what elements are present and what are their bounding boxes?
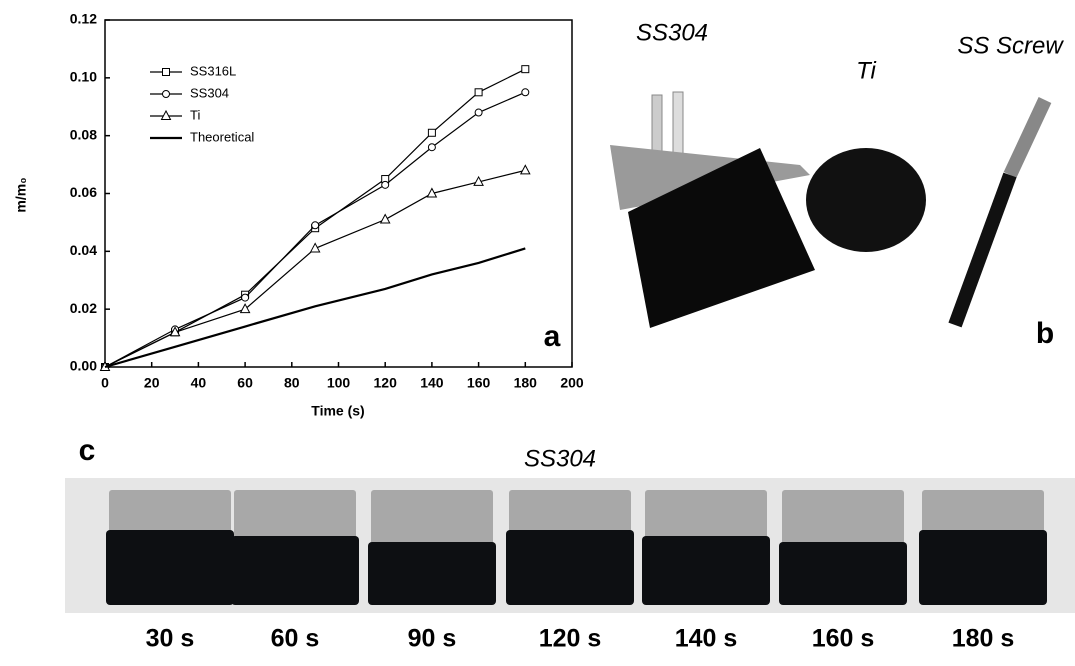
marker — [163, 69, 170, 76]
x-tick-label: 20 — [144, 375, 160, 391]
strip-title: SS304 — [524, 445, 596, 472]
marker — [163, 91, 170, 98]
strip-caption: 60 s — [271, 625, 320, 653]
panel-label: a — [544, 320, 561, 353]
strip-caption: 160 s — [812, 625, 875, 653]
photo-label: SS304 — [636, 19, 708, 46]
strip-caption: 180 s — [952, 625, 1015, 653]
marker — [312, 222, 319, 229]
marker — [475, 89, 482, 96]
photo-panel: SS304 Ti SS Screw b — [610, 19, 1064, 350]
plate-coated — [368, 542, 496, 605]
legend-label: SS304 — [190, 85, 229, 100]
x-tick-label: 80 — [284, 375, 300, 391]
photo-label: Ti — [856, 57, 876, 84]
marker — [241, 304, 250, 313]
x-tick-label: 40 — [191, 375, 207, 391]
plate-coated — [779, 542, 907, 605]
marker — [522, 66, 529, 73]
marker — [428, 144, 435, 151]
legend-label: Theoretical — [190, 129, 254, 144]
marker — [242, 294, 249, 301]
plate-coated — [919, 530, 1047, 605]
marker — [522, 89, 529, 96]
series-line — [105, 248, 525, 367]
y-tick-label: 0.06 — [70, 184, 97, 200]
screw-metal — [1010, 100, 1045, 175]
marker — [381, 215, 390, 224]
strip-caption: 120 s — [539, 625, 602, 653]
x-tick-label: 0 — [101, 375, 109, 391]
marker — [475, 109, 482, 116]
page: Time (s) m/m₀ a SS304 Ti SS Screw b c SS… — [0, 0, 1075, 666]
marker — [521, 165, 530, 174]
wire — [673, 92, 683, 157]
plate-coated — [506, 530, 634, 605]
strip-caption: 30 s — [146, 625, 195, 653]
x-axis-label: Time (s) — [311, 403, 364, 419]
screw-coated — [955, 175, 1010, 325]
x-tick-label: 200 — [560, 375, 584, 391]
y-tick-label: 0.08 — [70, 126, 97, 142]
x-tick-label: 60 — [237, 375, 253, 391]
photo-label: SS Screw — [957, 32, 1064, 59]
panel-label: c — [79, 434, 96, 467]
y-tick-label: 0.04 — [70, 242, 97, 258]
x-tick-label: 120 — [374, 375, 398, 391]
strip-caption: 90 s — [408, 625, 457, 653]
plate-coated — [106, 530, 234, 605]
legend-label: SS316L — [190, 63, 236, 78]
y-tick-label: 0.00 — [70, 358, 97, 374]
plate-coated — [642, 536, 770, 605]
legend-label: Ti — [190, 107, 200, 122]
marker — [428, 129, 435, 136]
x-tick-label: 160 — [467, 375, 491, 391]
ti-disc — [806, 148, 926, 252]
series-line — [105, 170, 525, 367]
y-tick-label: 0.10 — [70, 69, 97, 85]
panel-label: b — [1036, 317, 1054, 350]
x-tick-label: 140 — [420, 375, 444, 391]
strip-caption: 140 s — [675, 625, 738, 653]
marker — [382, 181, 389, 188]
x-tick-label: 180 — [514, 375, 538, 391]
y-tick-label: 0.12 — [70, 11, 97, 27]
y-axis-label: m/m₀ — [13, 177, 29, 212]
marker — [162, 111, 171, 120]
figure: Time (s) m/m₀ a SS304 Ti SS Screw b c SS… — [0, 0, 1075, 661]
plate-coated — [231, 536, 359, 605]
y-tick-label: 0.02 — [70, 300, 97, 316]
x-tick-label: 100 — [327, 375, 351, 391]
